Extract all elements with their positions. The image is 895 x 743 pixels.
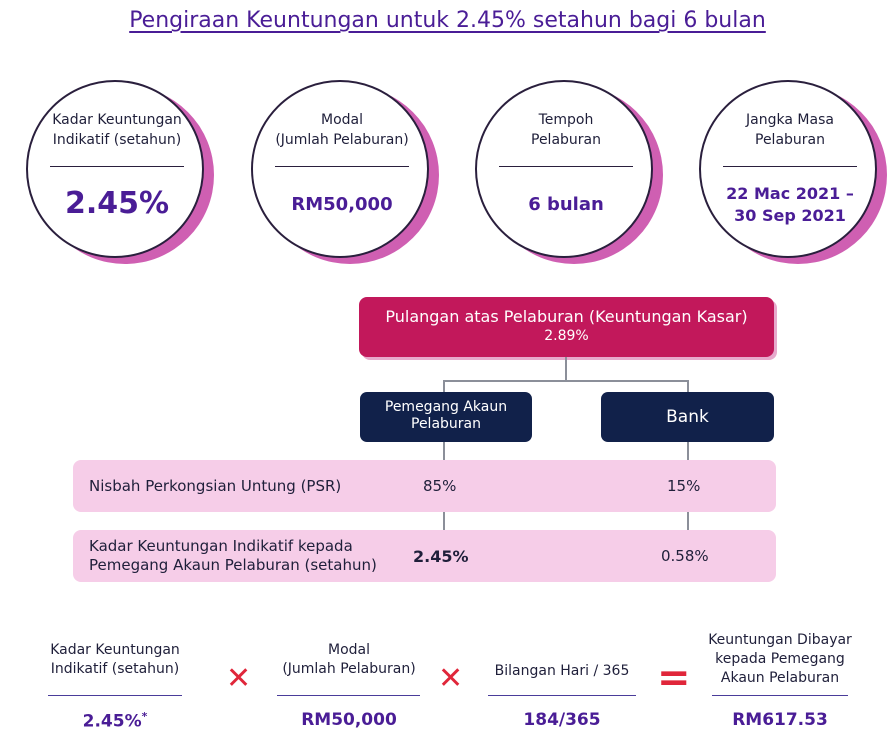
circle-label-line1: Jangka Masa [746, 112, 834, 128]
circle-label-line2: Indikatif (setahun) [52, 132, 182, 148]
gross-return-value: 2.89% [544, 328, 589, 344]
circle-label-line1: Tempoh [538, 112, 594, 128]
circle-divider [723, 166, 857, 167]
gross-return-box: Pulangan atas Pelaburan (Keuntungan Kasa… [359, 297, 774, 357]
connector-line [565, 357, 567, 381]
connector-line [687, 380, 689, 392]
circle-body: Kadar Keuntungan Indikatif (setahun) 2.4… [26, 80, 204, 258]
circle-label-line1: Kadar Keuntungan [52, 112, 182, 128]
indicative-rate-label-line2: Pemegang Akaun Pelaburan (setahun) [89, 556, 377, 574]
connector-line [443, 442, 445, 582]
formula-result-label-line1: Keuntungan Dibayar [708, 632, 852, 648]
investor-label-line1: Pemegang Akaun [384, 399, 508, 415]
circle-body: Jangka Masa Pelaburan 22 Mac 2021 – 30 S… [699, 80, 877, 258]
formula-rate-value: 2.45%* [82, 710, 148, 732]
indicative-rate-investor-value: 2.45% [413, 547, 469, 566]
bank-box: Bank [601, 392, 774, 442]
circle-divider [50, 166, 184, 167]
formula-divider [277, 695, 420, 696]
indicative-rate-bank-value: 0.58% [661, 547, 709, 565]
rate-circle: Kadar Keuntungan Indikatif (setahun) 2.4… [26, 80, 231, 264]
circle-value: 2.45% [64, 186, 170, 221]
bank-label: Bank [666, 407, 709, 427]
circle-body: Tempoh Pelaburan 6 bulan [475, 80, 653, 258]
connector-line [443, 380, 689, 382]
psr-bank-value: 15% [667, 477, 701, 495]
formula-divider [488, 695, 636, 696]
period-circle: Jangka Masa Pelaburan 22 Mac 2021 – 30 S… [699, 80, 895, 264]
formula-result-label-line2: kepada Pemegang [715, 651, 845, 667]
circle-label-line2: Pelaburan [531, 132, 601, 148]
circle-body: Modal (Jumlah Pelaburan) RM50,000 [251, 80, 429, 258]
capital-circle: Modal (Jumlah Pelaburan) RM50,000 [251, 80, 456, 264]
circle-value-line2: 30 Sep 2021 [734, 206, 846, 225]
psr-row: Nisbah Perkongsian Untung (PSR) 85% 15% [73, 460, 776, 512]
circle-value-line1: 22 Mac 2021 – [726, 184, 854, 203]
formula-days-label: Bilangan Hari / 365 [494, 663, 630, 679]
formula-days-value: 184/365 [523, 710, 601, 730]
circle-label-line2: (Jumlah Pelaburan) [275, 132, 409, 148]
equals-icon: = [657, 655, 691, 701]
formula-divider [48, 695, 182, 696]
gross-return-label: Pulangan atas Pelaburan (Keuntungan Kasa… [385, 307, 748, 326]
psr-investor-value: 85% [423, 477, 457, 495]
formula-capital-label-line2: (Jumlah Pelaburan) [282, 661, 416, 677]
formula-divider [712, 695, 848, 696]
circle-label-line2: Pelaburan [755, 132, 825, 148]
connector-line [443, 380, 445, 392]
formula-capital-label-line1: Modal [328, 642, 370, 658]
multiply-icon: ✕ [226, 661, 252, 696]
multiply-icon: ✕ [438, 661, 464, 696]
footnote-asterisk: * [141, 710, 148, 723]
formula-rate-label-line2: Indikatif (setahun) [50, 661, 180, 677]
circle-value: RM50,000 [291, 194, 393, 215]
psr-label: Nisbah Perkongsian Untung (PSR) [89, 477, 342, 495]
circle-value: 6 bulan [528, 194, 604, 215]
circle-label-line1: Modal [321, 112, 363, 128]
investor-label-line2: Pelaburan [411, 416, 481, 432]
tenure-circle: Tempoh Pelaburan 6 bulan [475, 80, 680, 264]
page-title: Pengiraan Keuntungan untuk 2.45% setahun… [129, 8, 766, 33]
formula-capital-value: RM50,000 [301, 710, 397, 730]
formula-rate-label-line1: Kadar Keuntungan [50, 642, 180, 658]
formula-result-value: RM617.53 [732, 710, 828, 730]
indicative-rate-label-line1: Kadar Keuntungan Indikatif kepada [89, 537, 353, 555]
formula-result-label-line3: Akaun Pelaburan [720, 670, 840, 686]
indicative-rate-row: Kadar Keuntungan Indikatif kepada Pemega… [73, 530, 776, 582]
connector-line [687, 442, 689, 582]
investor-box: Pemegang Akaun Pelaburan [360, 392, 532, 442]
circle-divider [499, 166, 633, 167]
circle-divider [275, 166, 409, 167]
